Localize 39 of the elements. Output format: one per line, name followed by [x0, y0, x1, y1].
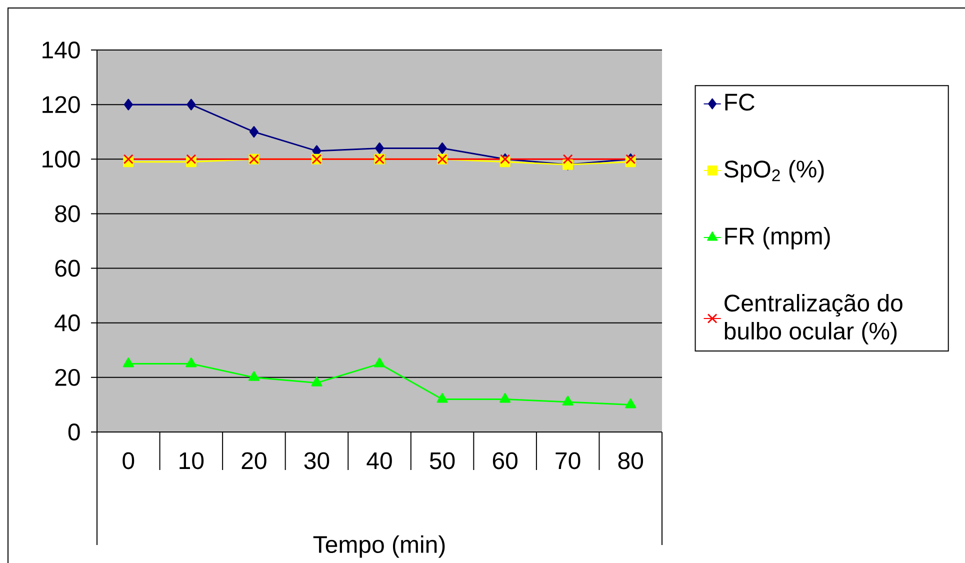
point: [186, 98, 196, 110]
x-tick-label: 40: [366, 452, 392, 470]
x-tick-label: 80: [618, 452, 644, 470]
point: [186, 154, 196, 164]
point: [375, 142, 384, 154]
point: [436, 393, 448, 403]
x-tick-label: 0: [122, 452, 134, 470]
point: [500, 393, 511, 403]
x-axis-title: Tempo (min): [313, 535, 445, 558]
point: [625, 398, 636, 408]
y-tick-label: 120: [42, 96, 80, 114]
point: [248, 371, 260, 381]
x-tick-label: 60: [492, 452, 518, 470]
point: [186, 358, 197, 368]
x-tick-label: 30: [304, 452, 330, 470]
x-tick-label: 20: [242, 452, 266, 470]
point: [562, 396, 574, 406]
x-tick-label: 50: [430, 452, 455, 470]
y-tick-label: 80: [55, 205, 80, 222]
point: [122, 358, 134, 368]
y-tick-label: 140: [42, 42, 80, 58]
point: [124, 98, 133, 110]
y-tick-label: 40: [54, 314, 80, 332]
x-tick-label: 10: [180, 452, 204, 470]
point: [311, 376, 322, 386]
point: [562, 154, 573, 164]
point: [249, 126, 258, 138]
legend-label: FR (mpm): [725, 226, 830, 250]
point: [374, 358, 386, 368]
y-tick-label: 60: [55, 260, 80, 277]
x-tick-label: 70: [556, 452, 580, 470]
y-tick-label: 0: [68, 424, 80, 440]
legend-label: SpO$_{2}$ (%): [724, 160, 824, 182]
y-tick-label: 20: [55, 368, 80, 386]
legend-label: FC: [725, 94, 754, 111]
y-tick-label: 100: [42, 150, 80, 168]
legend-label: Centralização do bulbo ocular (%): [724, 294, 902, 344]
point: [438, 142, 447, 154]
point: [123, 154, 134, 164]
